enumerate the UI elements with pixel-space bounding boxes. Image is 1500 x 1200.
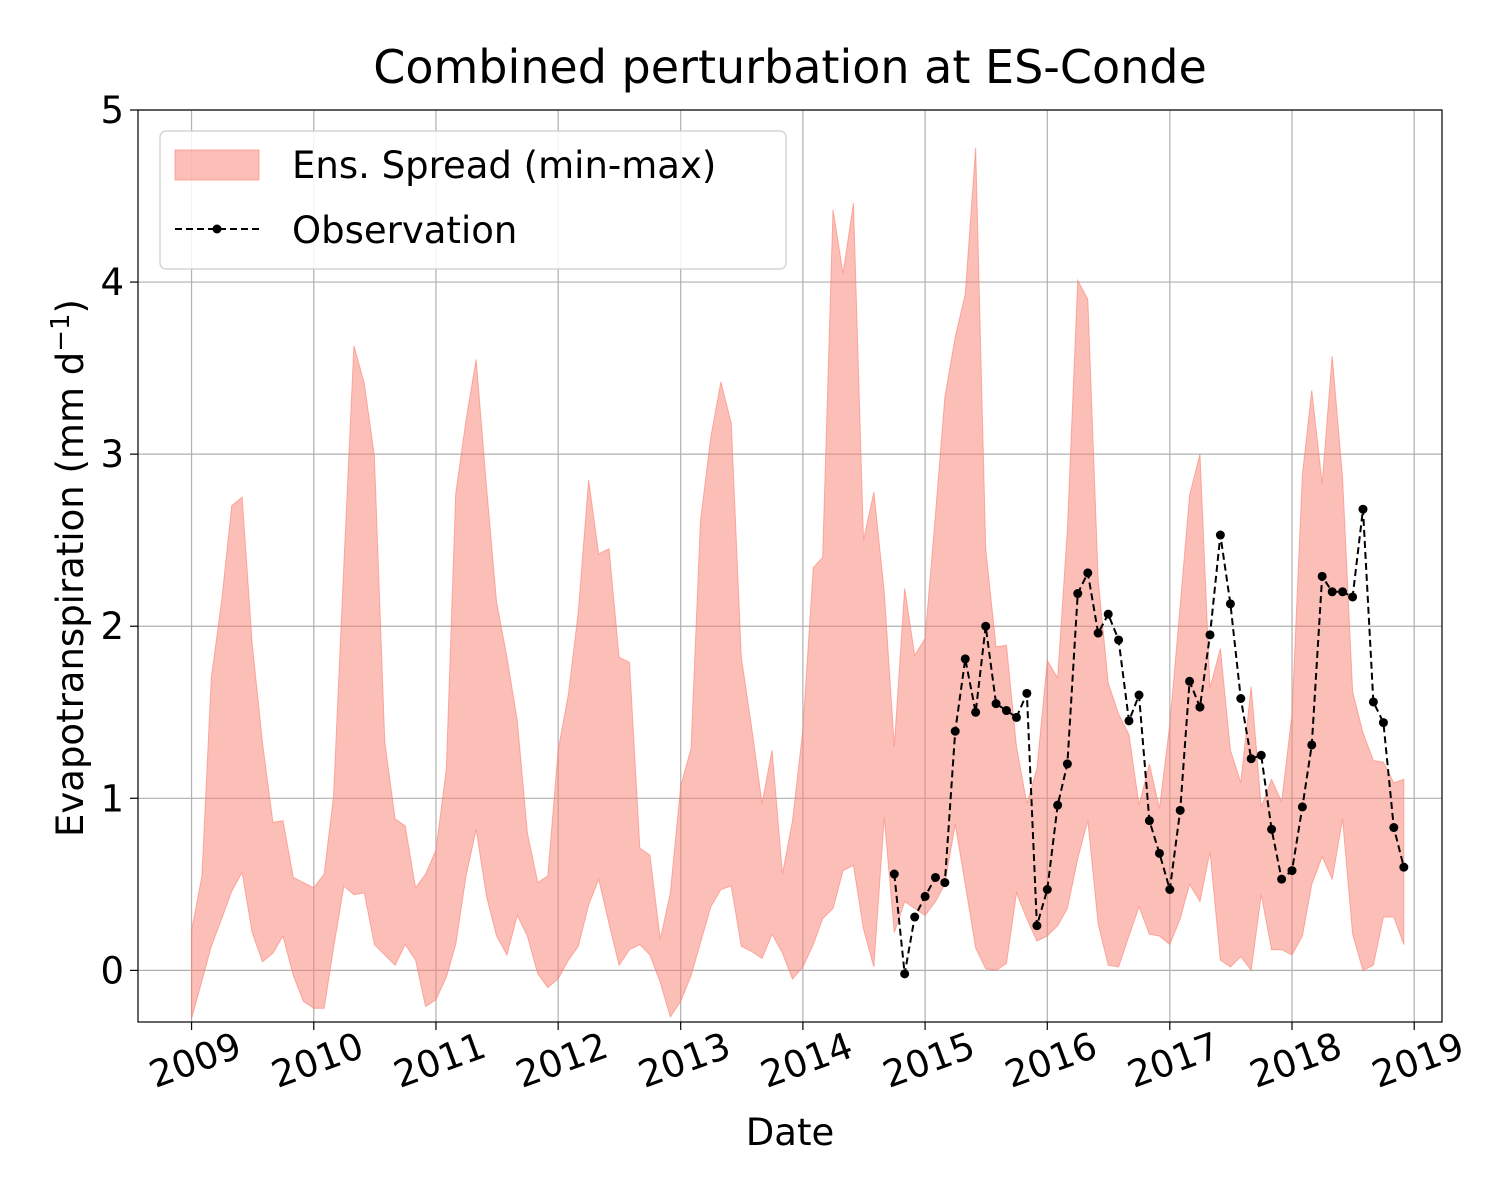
observation-point: [1317, 571, 1327, 581]
observation-point: [1022, 688, 1032, 698]
observation-point: [1134, 690, 1144, 700]
observation-point: [1287, 866, 1297, 876]
observation-point: [1215, 530, 1225, 540]
legend-observation-label: Observation: [292, 209, 517, 252]
observation-point: [1236, 693, 1246, 703]
ensemble-spread-band: [191, 147, 1405, 1019]
plot-frame: [137, 109, 1443, 1023]
observation-point: [1368, 697, 1378, 707]
observation-point: [1154, 848, 1164, 858]
observation-point: [1348, 592, 1358, 602]
observation-point: [1103, 609, 1113, 619]
series-layer: [191, 147, 1409, 1019]
y-tick-label: 2: [100, 605, 124, 648]
y-axis-title: Evapotranspiration (mm d−1): [46, 299, 92, 837]
observation-point: [1032, 921, 1042, 931]
y-tick-label: 1: [100, 777, 124, 820]
legend-observation-marker: [212, 224, 222, 234]
observation-point: [1001, 706, 1011, 716]
y-tick-label: 3: [100, 433, 124, 476]
observation-point: [940, 878, 950, 888]
y-axis-title-main: Evapotranspiration (mm d: [49, 352, 92, 837]
observation-point: [1114, 635, 1124, 645]
legend-spread-label: Ens. Spread (min-max): [292, 144, 716, 187]
observation-point: [991, 699, 1001, 709]
y-tick-label: 5: [100, 89, 124, 132]
observation-point: [1073, 589, 1083, 599]
observation-point: [1246, 754, 1256, 764]
y-axis-title-superscript: −1: [46, 313, 76, 351]
y-axis: 0 1 2 3 4 5: [100, 89, 138, 992]
observation-point: [1225, 599, 1235, 609]
chart-title: Combined perturbation at ES-Conde: [373, 40, 1207, 94]
observation-point: [930, 872, 940, 882]
observation-point: [1165, 885, 1175, 895]
observation-point: [1175, 805, 1185, 815]
legend: Ens. Spread (min-max) Observation: [159, 130, 787, 270]
y-tick-label: 0: [100, 949, 124, 992]
observation-point: [889, 869, 899, 879]
observation-point: [910, 912, 920, 922]
observation-point: [1053, 800, 1063, 810]
x-axis-title: Date: [746, 1111, 834, 1154]
observation-point: [1297, 802, 1307, 812]
observation-point: [1011, 712, 1021, 722]
observation-point: [1389, 823, 1399, 833]
observation-point: [1205, 630, 1215, 640]
observation-point: [1358, 504, 1368, 514]
observation-point: [1062, 759, 1072, 769]
observation-point: [1042, 885, 1052, 895]
observation-point: [960, 654, 970, 664]
observation-point: [971, 707, 981, 717]
observation-point: [1093, 628, 1103, 638]
observation-point: [1195, 702, 1205, 712]
observation-point: [981, 621, 991, 631]
observation-point: [1267, 824, 1277, 834]
observation-point: [1124, 716, 1134, 726]
legend-box: [159, 130, 787, 270]
y-axis-title-suffix: ): [49, 299, 92, 313]
observation-point: [1277, 874, 1287, 884]
observation-point: [1144, 816, 1154, 826]
observation-point: [950, 726, 960, 736]
observation-point: [900, 969, 910, 979]
observation-point: [1083, 568, 1093, 578]
observation-point: [1307, 740, 1317, 750]
y-tick-label: 4: [100, 261, 124, 304]
observation-point: [1327, 587, 1337, 597]
observation-point: [1378, 718, 1388, 728]
observation-point: [1338, 587, 1348, 597]
legend-spread-swatch: [174, 149, 260, 181]
observation-point: [1256, 750, 1266, 760]
observation-point: [920, 891, 930, 901]
observation-point: [1399, 862, 1409, 872]
observation-point: [1185, 676, 1195, 686]
